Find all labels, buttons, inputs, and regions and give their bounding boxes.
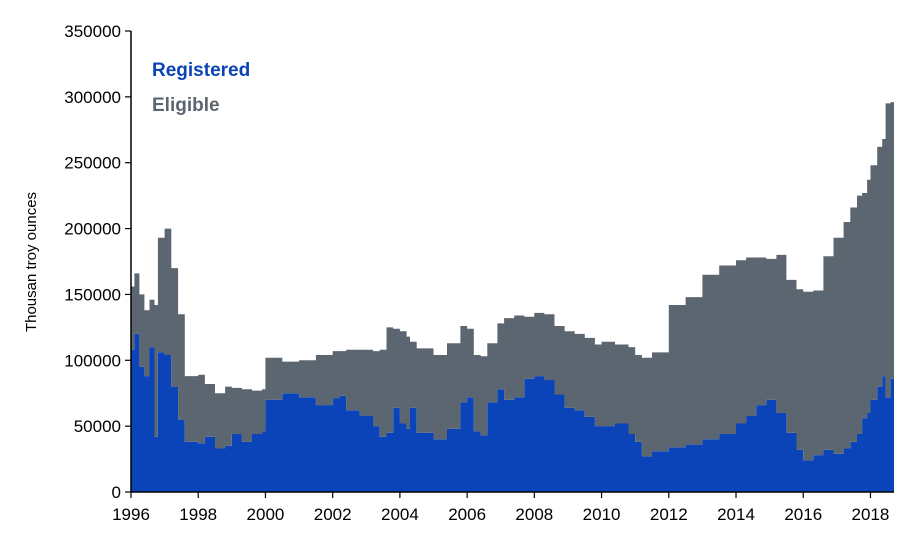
x-tick-label: 2004 [381,505,419,524]
x-tick-label: 2018 [852,505,890,524]
y-axis-label: Thousan troy ounces [23,192,40,332]
axes [130,31,894,493]
y-axis-ticks: 0 50000 100000 150000 200000 250000 300000 3500… [64,22,131,502]
legend-registered: Registered [152,60,250,81]
y-tick-label: 250000 [64,154,121,173]
y-tick-label: 150000 [64,285,121,304]
x-tick-label: 2010 [583,505,621,524]
y-tick-label: 0 [112,483,121,502]
x-tick-label: 2006 [448,505,486,524]
legend-eligible: Eligible [152,95,220,116]
x-tick-label: 2008 [515,505,553,524]
y-tick-label: 300000 [64,88,121,107]
y-tick-label: 50000 [74,417,121,436]
x-tick-label: 2014 [717,505,755,524]
y-tick-label: 200000 [64,220,121,239]
x-tick-label: 2012 [650,505,688,524]
x-tick-label: 1996 [112,505,150,524]
series-layer [131,99,894,492]
x-tick-label: 2016 [784,505,822,524]
x-tick-label: 2000 [247,505,285,524]
x-tick-label: 2002 [314,505,352,524]
area-eligible [131,99,894,461]
area-registered [131,333,894,492]
y-tick-label: 100000 [64,351,121,370]
x-tick-label: 1998 [179,505,217,524]
x-axis-ticks: 1996 1998 2000 2002 2004 2006 2008 2010 2012 2014… [112,492,889,524]
y-tick-label: 350000 [64,22,121,41]
